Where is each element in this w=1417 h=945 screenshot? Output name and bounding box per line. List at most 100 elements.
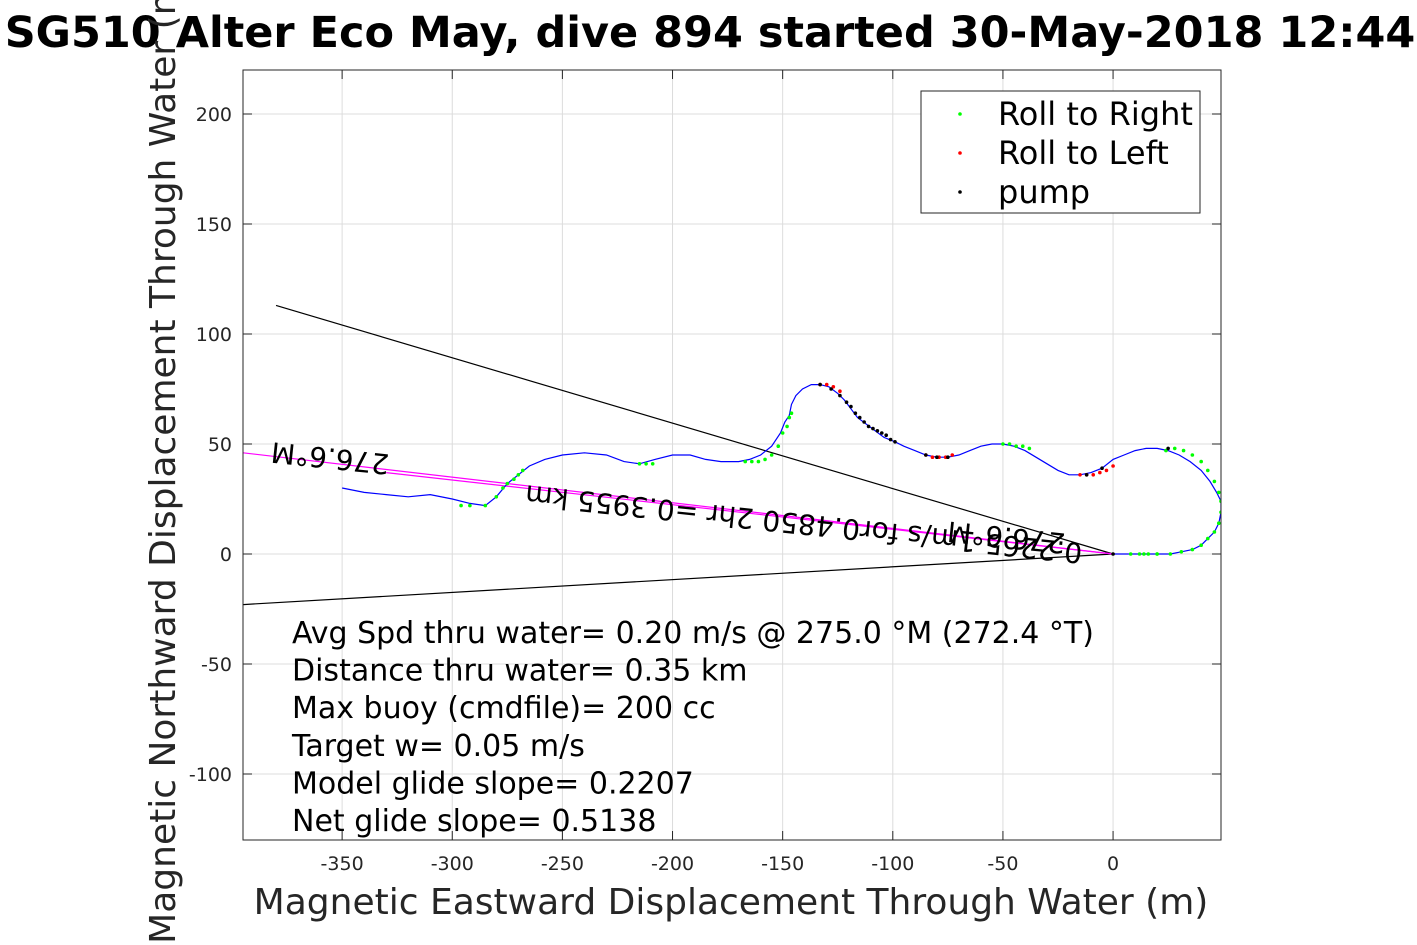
roll-right-point [1027,446,1032,451]
legend-marker [958,112,962,116]
y-tick-label: -100 [189,764,232,786]
roll-right-point [1181,448,1186,453]
pump-point [871,426,875,431]
x-tick-label: -100 [871,853,914,875]
stats-line: Target w= 0.05 m/s [291,729,585,764]
pump-point [884,433,888,438]
roll-right-point [1205,468,1210,473]
roll-right-point [1205,536,1210,541]
pump-point [893,440,897,444]
stats-line: Net glide slope= 0.5138 [292,804,656,839]
roll-right-point [1179,550,1184,554]
x-tick-label: -150 [761,853,804,875]
track-line [342,384,1221,555]
roll-right-point [512,477,516,482]
y-tick-label: 100 [196,324,232,346]
pump-point [924,453,928,457]
legend-label: pump [998,173,1090,211]
roll-right-point [1216,521,1221,525]
roll-right-point [468,503,472,508]
pump-point [1111,552,1115,556]
x-tick-label: -300 [431,853,474,875]
stats-line: Model glide slope= 0.2207 [292,766,694,801]
pump-point [866,424,871,429]
roll-right-point [785,424,789,429]
reference-line [386,472,1114,555]
roll-right-point [763,457,767,462]
roll-right-point [494,495,499,499]
roll-left-point [1111,464,1115,468]
roll-left-point [838,389,842,394]
pump-point [879,431,884,435]
pump-point [857,415,862,420]
x-tick-label: 0 [1107,853,1119,875]
reference-line [243,553,1114,606]
roll-right-point [644,462,648,466]
reference-line [275,304,1114,555]
x-tick-label: -250 [541,853,584,875]
y-tick-label: 200 [196,104,232,126]
pump-point [818,382,822,387]
roll-right-point [1155,552,1159,556]
roll-right-point [501,486,505,490]
roll-left-point [1104,468,1109,473]
roll-right-point [1190,547,1195,552]
x-tick-label: -350 [321,853,364,875]
pump-point [935,455,939,460]
roll-left-point [831,385,836,389]
legend-box [920,90,1201,214]
axis-ticks: -350 -300 -250 -200 -150 -100 -50 0 -100 -50 0 50 10… [189,70,1221,875]
y-tick-label: 50 [208,434,232,456]
roll-right-point [1001,442,1005,446]
roll-left-point [1078,473,1082,477]
x-axis-label: Magnetic Eastward Displacement Through W… [254,882,1209,923]
pump-point [829,387,833,391]
roll-left-point [930,455,935,460]
legend-label: Roll to Right [998,95,1193,133]
roll-right-point [769,453,774,457]
plot-frame [242,69,1222,841]
pump-point [1100,466,1104,471]
roll-right-point [520,468,525,473]
roll-right-point [743,459,748,464]
y-axis-label: Magnetic Northward Displacement Through … [143,0,184,944]
pump-point [853,411,858,416]
roll-right-point [1020,444,1025,449]
stats-line: Avg Spd thru water= 0.20 m/s @ 275.0 °M … [292,616,1094,651]
roll-right-point [1007,442,1012,446]
reference-line [243,452,1114,555]
roll-right-point [1212,530,1217,534]
roll-left-point [1091,473,1096,477]
roll-right-point [1146,552,1151,556]
pump-point [862,420,866,424]
y-tick-label: -50 [201,654,232,676]
roll-right-point [459,503,463,508]
roll-right-point [1199,543,1203,547]
legend-marker [958,151,962,155]
roll-right-point [1199,459,1203,464]
pump-point [838,393,842,398]
pump-point [844,400,849,405]
roll-left-point [824,382,829,387]
stats-line: Max buoy (cmdfile)= 200 cc [292,691,716,726]
roll-left-point [950,453,955,457]
pump-point [888,437,893,442]
roll-right-point [756,459,761,464]
roll-right-point [483,503,488,508]
roll-right-point [1164,448,1168,453]
chart-title: SG510 Alter Eco May, dive 894 started 30… [5,8,1416,58]
roll-right-point [787,415,792,420]
pump-point [1166,446,1170,451]
roll-right-point [1168,552,1173,556]
roll-right-point [1172,446,1177,451]
roll-right-point [789,411,794,416]
x-tick-label: -50 [987,853,1018,875]
pump-point [946,455,950,460]
pump-point [849,404,853,409]
y-tick-label: 150 [196,214,232,236]
pump-point [875,429,880,433]
roll-right-point [1137,552,1142,556]
pump-point [1084,473,1089,477]
